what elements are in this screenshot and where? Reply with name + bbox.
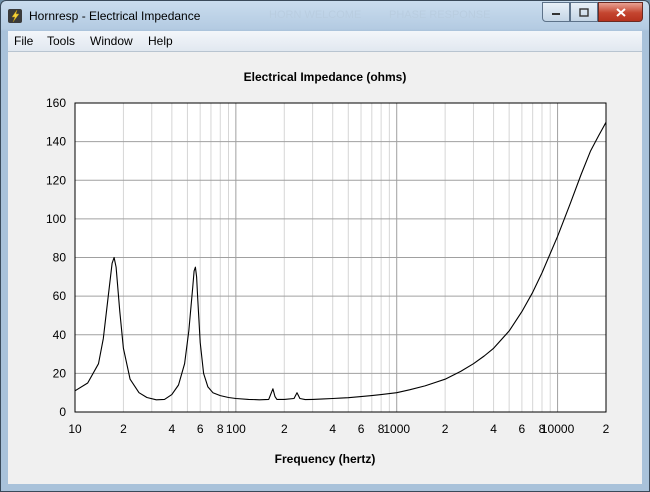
menu-help[interactable]: Help bbox=[148, 34, 173, 48]
x-tick-label: 4 bbox=[490, 422, 497, 436]
y-tick-label: 100 bbox=[46, 212, 66, 226]
x-tick-label: 1000 bbox=[383, 422, 410, 436]
minimize-icon bbox=[552, 13, 560, 15]
x-tick-label: 2 bbox=[281, 422, 288, 436]
maximize-icon bbox=[579, 7, 589, 17]
minimize-button[interactable] bbox=[542, 2, 570, 22]
x-tick-label: 6 bbox=[197, 422, 204, 436]
x-axis-label: Frequency (hertz) bbox=[275, 452, 376, 466]
x-tick-label: 10 bbox=[68, 422, 82, 436]
impedance-chart: Electrical Impedance (ohms) 160 140 120 100… bbox=[46, 70, 610, 466]
lightning-icon bbox=[8, 9, 22, 23]
menu-bar: File Tools Window Help bbox=[8, 31, 642, 52]
impedance-curve bbox=[74, 122, 607, 401]
y-tick-label: 40 bbox=[53, 328, 67, 342]
y-tick-label: 0 bbox=[59, 405, 66, 419]
close-button[interactable] bbox=[598, 2, 643, 22]
x-tick-label: 8 bbox=[539, 422, 546, 436]
y-tick-label: 20 bbox=[53, 366, 67, 380]
close-icon bbox=[615, 7, 626, 17]
x-tick-label: 4 bbox=[169, 422, 176, 436]
background-window-title: HORN WELCOME bbox=[269, 9, 362, 21]
menu-tools[interactable]: Tools bbox=[47, 34, 76, 48]
window-title: Hornresp - Electrical Impedance bbox=[29, 9, 201, 23]
plot-frame bbox=[74, 102, 607, 413]
x-tick-label: 100 bbox=[226, 422, 246, 436]
x-tick-label: 4 bbox=[329, 422, 336, 436]
y-tick-label: 140 bbox=[46, 135, 66, 149]
x-tick-label: 8 bbox=[217, 422, 224, 436]
background-window-title: PHASE RESPONSE bbox=[389, 9, 491, 21]
chart-area: Electrical Impedance (ohms) 160 140 120 100… bbox=[8, 52, 642, 484]
title-bar[interactable]: Hornresp - Electrical Impedance HORN WEL… bbox=[1, 1, 649, 31]
chart-title: Electrical Impedance (ohms) bbox=[244, 70, 407, 84]
x-tick-label: 2 bbox=[120, 422, 127, 436]
maximize-button[interactable] bbox=[570, 2, 598, 22]
x-tick-label: 6 bbox=[519, 422, 526, 436]
y-tick-label: 80 bbox=[53, 251, 67, 265]
x-tick-label: 10000 bbox=[541, 422, 575, 436]
y-tick-label: 120 bbox=[46, 173, 66, 187]
x-tick-label: 2 bbox=[442, 422, 449, 436]
x-tick-label: 8 bbox=[378, 422, 385, 436]
x-tick-label: 2 bbox=[603, 422, 610, 436]
y-tick-label: 60 bbox=[53, 289, 67, 303]
y-tick-label: 160 bbox=[46, 96, 66, 110]
x-tick-label: 6 bbox=[358, 422, 365, 436]
menu-file[interactable]: File bbox=[14, 34, 34, 48]
menu-window[interactable]: Window bbox=[90, 34, 133, 48]
